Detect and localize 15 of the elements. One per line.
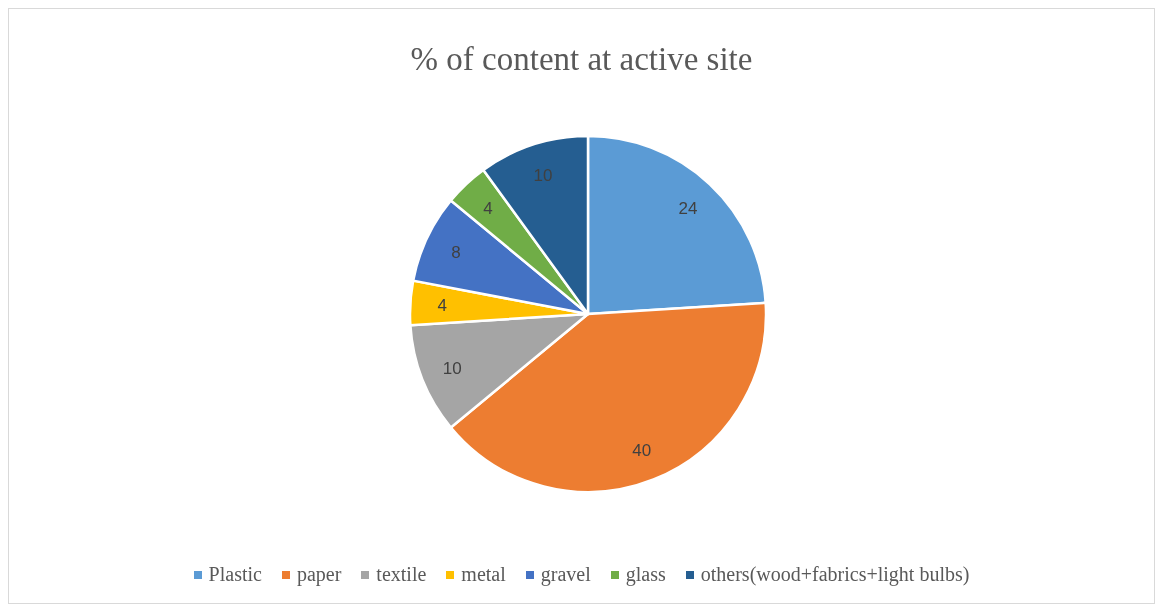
legend-label: paper	[296, 563, 342, 586]
legend-label: textile	[376, 563, 427, 586]
data-label: 10	[442, 358, 462, 378]
legend-label: glass	[625, 563, 666, 586]
data-label: 8	[451, 242, 461, 262]
data-label: 4	[437, 295, 448, 315]
data-label: 40	[632, 440, 652, 460]
data-label: 4	[483, 198, 493, 218]
legend-label: gravel	[540, 563, 591, 586]
legend-label: others(wood+fabrics+light bulbs)	[700, 563, 970, 586]
data-label: 24	[678, 198, 698, 218]
chart-title: % of content at active site	[410, 41, 753, 77]
legend-label: metal	[461, 563, 506, 586]
legend-label: Plastic	[208, 563, 262, 586]
data-label: 10	[533, 166, 553, 186]
